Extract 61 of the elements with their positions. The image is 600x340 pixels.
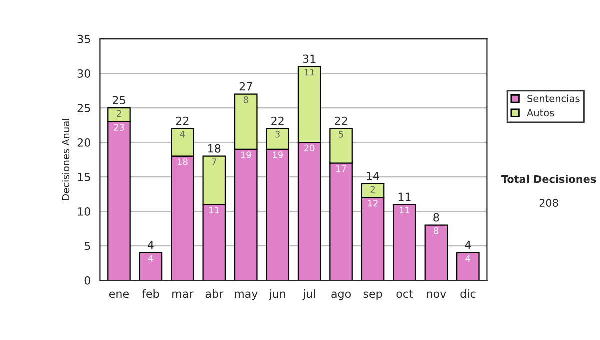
legend-label: Sentencias xyxy=(528,94,580,102)
text: Total Decisiones xyxy=(501,175,596,184)
data-label: 7 xyxy=(212,158,216,166)
data-label: 2 xyxy=(370,186,375,193)
data-label: 2 xyxy=(117,110,122,117)
bar xyxy=(393,204,416,280)
y-axis-title: Decisiones Anual xyxy=(62,119,70,200)
bar xyxy=(139,252,163,280)
x-tick-label: may xyxy=(235,292,258,300)
data-label: 20 xyxy=(304,144,315,152)
data-label: 3 xyxy=(276,130,280,138)
total-label: 4 xyxy=(465,241,472,250)
total-label: 11 xyxy=(398,192,411,201)
total-label: 22 xyxy=(335,116,348,126)
data-label: 11 xyxy=(304,69,314,76)
total-label: 8 xyxy=(434,213,440,222)
total-label: 4 xyxy=(148,241,154,250)
y-tick-label: 25 xyxy=(78,104,90,112)
data-label: 4 xyxy=(148,255,154,262)
data-label: 12 xyxy=(368,200,378,207)
data-label: 8 xyxy=(244,96,248,104)
x-tick-label: abr xyxy=(206,290,224,298)
total-label: 22 xyxy=(272,116,284,126)
total-label: 31 xyxy=(303,54,316,64)
x-tick-label: ago xyxy=(332,292,352,300)
total-label: 22 xyxy=(176,116,189,126)
data-label: 5 xyxy=(339,131,344,138)
x-tick-label: ene xyxy=(109,292,129,298)
data-label: 4 xyxy=(466,255,471,262)
data-label: 19 xyxy=(273,152,283,159)
data-label: 11 xyxy=(210,206,220,214)
x-tick-label: nov xyxy=(427,292,446,298)
x-tick-label: dic xyxy=(460,290,476,298)
x-tick-label: jul xyxy=(302,290,316,300)
text: 208 xyxy=(540,199,558,208)
y-tick-label: 35 xyxy=(78,35,90,44)
x-tick-label: oct xyxy=(396,290,414,298)
total-label: 14 xyxy=(367,172,380,180)
data-label: 11 xyxy=(400,206,410,214)
data-label: 23 xyxy=(114,124,124,131)
data-label: 4 xyxy=(180,131,186,138)
data-label: 17 xyxy=(336,166,346,172)
y-tick-label: 30 xyxy=(78,70,90,78)
x-tick-label: sep xyxy=(364,292,382,300)
x-tick-label: feb xyxy=(142,290,160,298)
bar xyxy=(424,224,448,280)
y-tick-label: 10 xyxy=(78,208,90,216)
bar xyxy=(456,252,480,280)
data-label: 19 xyxy=(241,152,252,159)
total-label: 18 xyxy=(208,144,221,153)
y-tick-label: 5 xyxy=(84,242,90,250)
y-tick-label: 15 xyxy=(78,173,90,182)
x-tick-label: mar xyxy=(172,292,194,298)
legend-label: Autos xyxy=(527,109,554,117)
y-tick-label: 0 xyxy=(84,276,90,285)
total-label: 25 xyxy=(112,96,126,105)
total-label: 27 xyxy=(240,82,252,91)
data-label: 18 xyxy=(178,158,188,166)
data-label: 8 xyxy=(434,228,439,234)
x-tick-label: jun xyxy=(269,290,286,300)
y-tick-label: 20 xyxy=(78,138,90,147)
